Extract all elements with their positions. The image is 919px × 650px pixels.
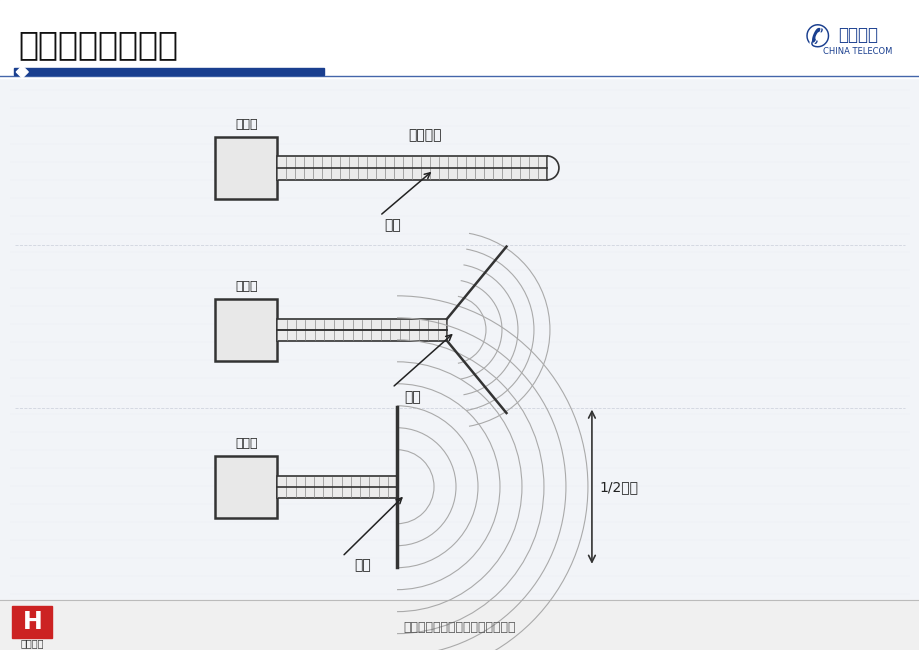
Text: ✆: ✆ bbox=[804, 23, 830, 53]
Bar bbox=[0, 0, 919, 78]
Text: 发射机: 发射机 bbox=[234, 280, 257, 293]
Text: 电场: 电场 bbox=[384, 218, 401, 232]
Text: CHINA TELECOM: CHINA TELECOM bbox=[823, 47, 891, 57]
Text: 电场: 电场 bbox=[403, 390, 420, 404]
Bar bbox=[277, 318, 447, 341]
Bar bbox=[12, 606, 52, 638]
Bar bbox=[0, 77, 919, 605]
Bar bbox=[215, 137, 277, 199]
Polygon shape bbox=[17, 66, 28, 78]
Bar bbox=[215, 456, 277, 517]
Bar bbox=[15, 68, 323, 75]
Text: 华信设计: 华信设计 bbox=[20, 638, 44, 649]
Text: 发射机: 发射机 bbox=[234, 437, 257, 450]
Text: 华信邮电咋询设计研究院有限公司: 华信邮电咋询设计研究院有限公司 bbox=[403, 621, 516, 634]
Text: 同轴电缆: 同轴电缆 bbox=[408, 128, 442, 142]
Text: 1/2波长: 1/2波长 bbox=[599, 480, 638, 494]
Text: 电场: 电场 bbox=[354, 558, 370, 573]
Text: 传输线演变为天线: 传输线演变为天线 bbox=[18, 29, 178, 62]
Bar bbox=[277, 476, 397, 498]
Bar bbox=[0, 600, 919, 649]
Text: 中国电信: 中国电信 bbox=[837, 26, 877, 44]
Bar bbox=[215, 299, 277, 361]
Bar bbox=[277, 156, 547, 180]
Text: H: H bbox=[22, 610, 42, 634]
Text: 发射机: 发射机 bbox=[234, 118, 257, 131]
